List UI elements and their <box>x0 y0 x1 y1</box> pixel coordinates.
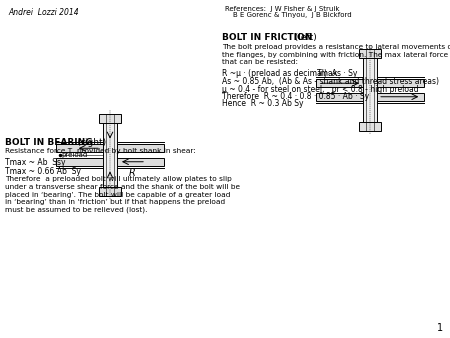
Text: that can be resisted:: that can be resisted: <box>222 59 298 65</box>
Text: Tmax ~ 0.66 Ab  Sy: Tmax ~ 0.66 Ab Sy <box>5 167 81 176</box>
Text: Therefore  R ~ 0.4 · 0.8 · 0.85 · Ab · Sy: Therefore R ~ 0.4 · 0.8 · 0.85 · Ab · Sy <box>222 92 369 101</box>
Text: Hence  R ~ 0.3 Ab Sy: Hence R ~ 0.3 Ab Sy <box>222 99 303 108</box>
Text: As ~ 0.85 Ab,  (Ab & As - shank and thread stress areas): As ~ 0.85 Ab, (Ab & As - shank and threa… <box>222 77 439 86</box>
Text: B E Gorenc & Tinyou,  J B Bickford: B E Gorenc & Tinyou, J B Bickford <box>233 12 351 18</box>
Text: BOLT IN BEARING: BOLT IN BEARING <box>5 138 93 147</box>
Bar <box>56 158 164 166</box>
Bar <box>316 79 424 87</box>
Text: μ ~ 0.4 - for steel on steel,   pr < 0.8 - high preload: μ ~ 0.4 - for steel on steel, pr < 0.8 -… <box>222 84 418 94</box>
Text: References:  J W Fisher & J Struik: References: J W Fisher & J Struik <box>225 6 339 12</box>
Text: 1: 1 <box>437 323 443 333</box>
Text: must be assumed to be relieved (lost).: must be assumed to be relieved (lost). <box>5 207 148 213</box>
Text: The bolt preload provides a resistance to lateral movements of: The bolt preload provides a resistance t… <box>222 44 450 50</box>
Text: Resistance force T  provided by bolt shank in shear:: Resistance force T provided by bolt shan… <box>5 148 196 154</box>
Bar <box>99 187 121 195</box>
Text: Tmax: Tmax <box>317 69 338 78</box>
Text: under a transverse shear force and the shank of the bolt will be: under a transverse shear force and the s… <box>5 184 240 190</box>
Bar <box>316 93 424 101</box>
Bar <box>359 49 381 57</box>
Text: (right): (right) <box>69 138 106 147</box>
Bar <box>363 57 377 122</box>
Bar <box>103 123 117 187</box>
Text: placed in ‘bearing’. The bolt will be capable of a greater load: placed in ‘bearing’. The bolt will be ca… <box>5 192 230 197</box>
Text: the flanges, by combining with friction. The max lateral force  R: the flanges, by combining with friction.… <box>222 51 450 57</box>
Text: (left): (left) <box>289 33 317 42</box>
Text: Tmax ~ Ab  Ssy: Tmax ~ Ab Ssy <box>5 158 66 167</box>
Text: Therefore  a preloaded bolt will ultimately allow plates to slip: Therefore a preloaded bolt will ultimate… <box>5 176 232 183</box>
Text: BOLT IN FRICTION: BOLT IN FRICTION <box>222 33 312 42</box>
Bar <box>99 114 121 123</box>
Text: R: R <box>129 168 136 178</box>
Bar <box>359 122 381 130</box>
Bar <box>56 144 164 152</box>
Text: R ~μ · (preload as decimal)· As · Sy: R ~μ · (preload as decimal)· As · Sy <box>222 70 357 78</box>
Text: Andrei  Lozzi 2014: Andrei Lozzi 2014 <box>8 8 79 17</box>
Text: preload: preload <box>61 152 88 158</box>
Text: in ‘bearing’ than in ‘friction’ but if that happens the preload: in ‘bearing’ than in ‘friction’ but if t… <box>5 199 225 205</box>
